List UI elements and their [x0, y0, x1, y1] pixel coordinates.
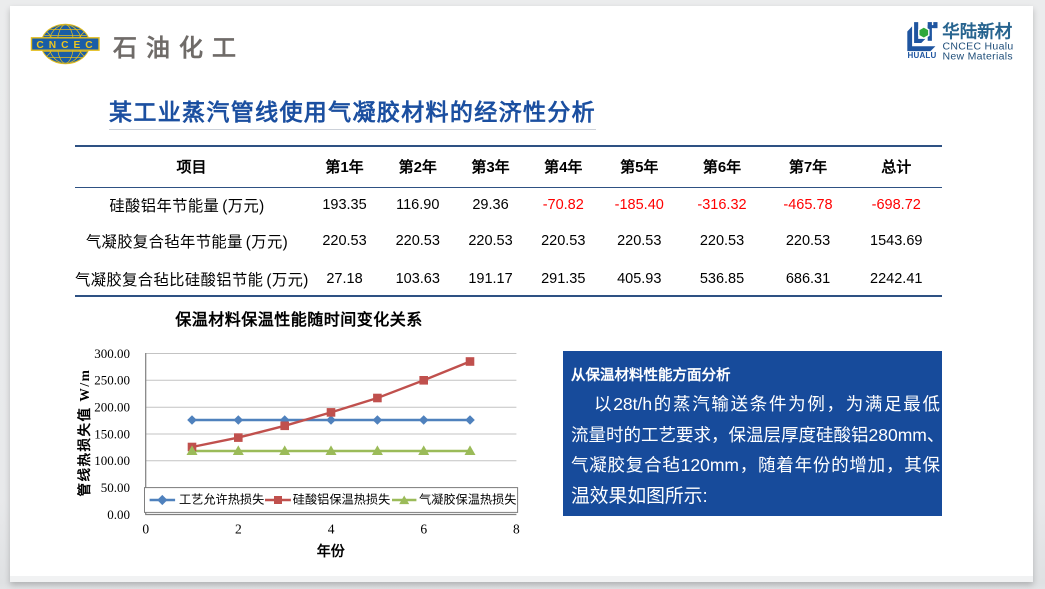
svg-text:New Materials: New Materials	[943, 51, 1013, 63]
svg-text:250.00: 250.00	[94, 373, 130, 388]
svg-text:CNCEC: CNCEC	[36, 40, 97, 51]
svg-text:8: 8	[513, 522, 520, 537]
svg-text:0: 0	[142, 522, 149, 537]
svg-text:2: 2	[235, 522, 242, 537]
svg-text:CNCEC Hualu: CNCEC Hualu	[943, 41, 1014, 53]
svg-text:华陆新材: 华陆新材	[942, 22, 1012, 42]
svg-text:气凝胶保温热损失: 气凝胶保温热损失	[419, 492, 517, 507]
svg-text:HUALU: HUALU	[908, 51, 937, 60]
svg-text:硅酸铝保温热损失: 硅酸铝保温热损失	[293, 492, 391, 507]
svg-text:200.00: 200.00	[94, 400, 130, 415]
svg-text:150.00: 150.00	[94, 426, 130, 441]
svg-text:100.00: 100.00	[94, 453, 130, 468]
svg-text:0.00: 0.00	[107, 507, 130, 522]
svg-text:6: 6	[420, 522, 427, 537]
svg-text:50.00: 50.00	[101, 480, 130, 495]
svg-text:300.00: 300.00	[94, 346, 130, 361]
svg-text:保温材料保温性能随时间变化关系: 保温材料保温性能随时间变化关系	[174, 310, 423, 329]
svg-text:年份: 年份	[317, 543, 346, 560]
svg-text:管线热损失值 W/m: 管线热损失值 W/m	[76, 369, 92, 497]
svg-text:工艺允许热损失: 工艺允许热损失	[179, 492, 264, 507]
svg-text:4: 4	[328, 522, 335, 537]
